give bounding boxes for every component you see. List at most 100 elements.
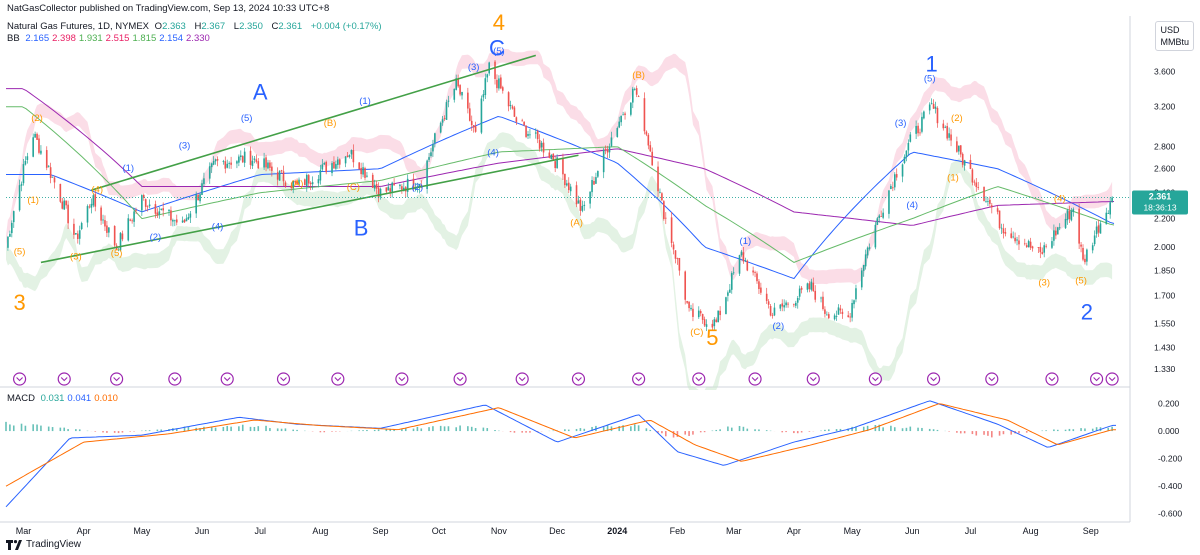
- candle-body: [92, 195, 95, 206]
- event-marker-arrow-icon: [60, 377, 68, 382]
- macd-histogram-bar: [765, 430, 768, 432]
- candle-body: [148, 204, 151, 207]
- macd-histogram-bar: [362, 430, 364, 432]
- wave-label-minor: (3): [895, 118, 907, 129]
- event-marker-icon[interactable]: [12, 372, 27, 386]
- candle-body: [659, 191, 661, 193]
- candle-body: [907, 142, 910, 151]
- macd-histogram-bar: [661, 431, 663, 434]
- candle-body: [11, 222, 13, 234]
- event-marker-icon[interactable]: [515, 372, 529, 386]
- candle-body: [366, 175, 368, 177]
- macd-histogram-bar: [862, 426, 865, 432]
- macd-histogram-bar: [1018, 431, 1020, 434]
- candle-body: [824, 309, 826, 314]
- event-marker-icon[interactable]: [806, 372, 820, 386]
- event-marker-icon[interactable]: [1045, 372, 1059, 386]
- macd-histogram-bar: [909, 426, 912, 432]
- event-marker-icon[interactable]: [57, 372, 71, 386]
- candle-body: [121, 233, 124, 240]
- wave-label-minor: (1): [359, 96, 371, 107]
- wave-label-major: 1: [926, 51, 938, 76]
- candle-body: [239, 155, 242, 158]
- candle-body: [701, 313, 704, 320]
- event-marker-circle: [168, 372, 182, 386]
- candle-body: [882, 212, 884, 218]
- event-marker-icon[interactable]: [453, 372, 467, 386]
- event-marker-icon[interactable]: [331, 372, 345, 386]
- macd-histogram-bar: [521, 431, 523, 433]
- candle-body: [296, 181, 298, 185]
- x-tick-label: Jul: [254, 526, 266, 536]
- macd-histogram-bar: [936, 429, 939, 432]
- event-marker-circle: [12, 372, 27, 386]
- candle-body: [457, 79, 459, 87]
- macd-histogram-bar: [672, 431, 675, 438]
- macd-histogram-bar: [882, 427, 884, 432]
- macd-histogram-bar: [991, 431, 993, 438]
- event-marker-icon[interactable]: [1105, 372, 1119, 386]
- candle-body: [346, 155, 349, 158]
- macd-histogram-bar: [987, 431, 989, 436]
- candle-body: [820, 297, 822, 299]
- candle-body: [564, 173, 566, 186]
- event-marker-icon[interactable]: [985, 372, 999, 386]
- candle-body: [810, 281, 813, 290]
- event-marker-icon[interactable]: [571, 372, 586, 386]
- candle-body: [474, 126, 477, 132]
- candle-body: [364, 168, 366, 178]
- candle-body: [443, 118, 446, 119]
- event-marker-icon[interactable]: [748, 372, 762, 386]
- candle-body: [430, 152, 432, 157]
- candle-body: [529, 134, 531, 136]
- event-marker-icon[interactable]: [1089, 372, 1104, 386]
- low-value: 2.350: [239, 21, 263, 32]
- y-tick-label: 1.850: [1154, 265, 1176, 275]
- candle-body: [798, 288, 801, 297]
- candle-body: [950, 134, 952, 141]
- candle-body: [61, 201, 64, 209]
- currency-unit-selector[interactable]: USD MMBtu: [1155, 21, 1194, 51]
- candle-body: [676, 258, 679, 260]
- event-marker-icon[interactable]: [692, 372, 706, 386]
- candle-body: [711, 323, 714, 328]
- candle-body: [633, 89, 636, 91]
- macd-histogram-bar: [401, 428, 403, 432]
- x-tick-label: Apr: [77, 526, 91, 536]
- macd-histogram-bar: [808, 431, 811, 432]
- candle-body: [901, 164, 904, 177]
- macd-histogram-bar: [692, 431, 694, 435]
- y-tick-label: 1.330: [1154, 364, 1176, 374]
- macd-histogram-bar: [47, 426, 50, 432]
- macd-histogram-bar: [439, 425, 442, 432]
- event-marker-circle: [110, 372, 124, 386]
- candle-body: [860, 270, 863, 288]
- event-marker-icon[interactable]: [868, 372, 882, 386]
- x-tick-label: Sep: [1083, 526, 1099, 536]
- candle-body: [814, 290, 817, 300]
- wave-label-minor: (4): [91, 185, 103, 196]
- candle-body: [389, 188, 392, 193]
- candle-body: [534, 132, 537, 134]
- macd-histogram-bar: [855, 426, 857, 432]
- macd-histogram-bar: [684, 431, 686, 435]
- event-marker-icon[interactable]: [168, 372, 182, 386]
- event-marker-icon[interactable]: [632, 372, 646, 386]
- tradingview-footer[interactable]: TradingView: [6, 539, 81, 550]
- event-marker-icon[interactable]: [220, 372, 234, 386]
- macd-histogram-bar: [75, 429, 77, 432]
- macd-histogram-bar: [738, 425, 741, 432]
- candle-body: [358, 162, 360, 170]
- event-marker-icon[interactable]: [276, 372, 291, 386]
- event-marker-icon[interactable]: [110, 372, 124, 386]
- candle-body: [643, 98, 646, 132]
- candle-body: [579, 199, 582, 211]
- candle-body: [948, 133, 950, 138]
- ma-line-0: [6, 115, 1115, 280]
- candle-body: [265, 157, 267, 168]
- event-marker-icon[interactable]: [926, 372, 941, 386]
- candle-body: [187, 217, 190, 220]
- event-marker-icon[interactable]: [395, 372, 409, 386]
